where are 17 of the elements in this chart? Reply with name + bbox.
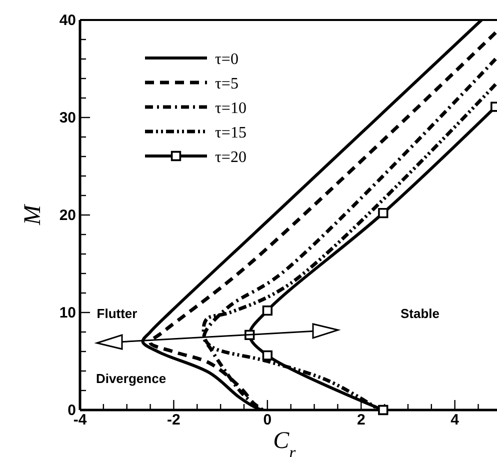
y-axis-title: M	[20, 203, 46, 226]
annotation: Stable	[400, 306, 440, 321]
y-tick-label: 30	[59, 109, 76, 126]
y-tick-label: 40	[59, 12, 76, 29]
y-tick-label: 10	[59, 304, 76, 322]
legend-label: τ=20	[215, 149, 246, 166]
y-tick-label: 20	[59, 206, 76, 224]
legend-label: τ=5	[215, 76, 238, 92]
legend-label: τ=10	[215, 100, 246, 117]
x-tick-label: 4	[450, 412, 460, 429]
annotation: Divergence	[96, 371, 166, 386]
annotation: Flutter	[96, 306, 138, 321]
x-tick-label: 0	[263, 412, 272, 429]
x-tick-label: -2	[167, 412, 180, 429]
legend-label: τ=15	[215, 124, 246, 142]
x-tick-label: 2	[356, 412, 366, 429]
legend-label: τ=0	[215, 51, 238, 68]
